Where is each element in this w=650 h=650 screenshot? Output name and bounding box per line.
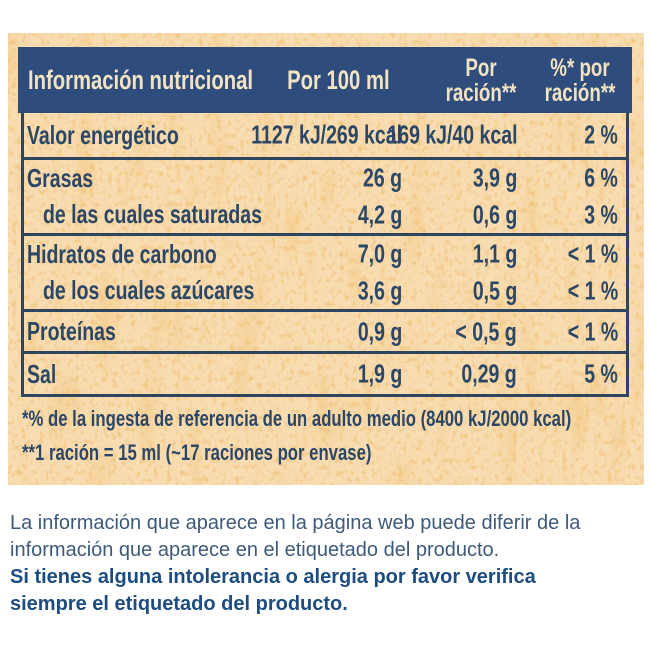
row-value-pct: < 1 % — [567, 316, 618, 346]
allergy-warning-line: siempre el etiquetado del producto. — [10, 593, 348, 615]
group-protein: Proteínas 0,9 g < 0,5 g < 1 % — [24, 312, 626, 354]
column-header-pct-per-racion: %* por ración** — [544, 54, 616, 107]
footnotes: *% de la ingesta de referencia de un adu… — [22, 402, 638, 470]
row-value-racion: 3,9 g — [472, 162, 517, 193]
table-title: Información nutricional — [28, 64, 254, 95]
row-value-racion: < 0,5 g — [455, 316, 517, 346]
table-row-proteinas: Proteínas 0,9 g < 0,5 g < 1 % — [24, 312, 626, 351]
footnote-reference-intake: *% de la ingesta de referencia de un adu… — [22, 406, 572, 431]
footnote-serving-size: **1 ración = 15 ml (~17 raciones por env… — [22, 440, 372, 465]
column-header-per-100ml: Por 100 ml — [287, 64, 390, 95]
row-value-racion: 169 kJ/40 kcal — [386, 119, 517, 150]
row-value-racion: 1,1 g — [472, 238, 517, 269]
row-label: de las cuales saturadas — [43, 199, 262, 230]
row-value-racion: 0,5 g — [472, 275, 517, 306]
row-value-per100: 26 g — [362, 162, 402, 193]
table-row-valor-energetico: Valor energético 1127 kJ/269 kcal 169 kJ… — [24, 113, 626, 157]
row-label: Sal — [27, 358, 57, 389]
group-fats: Grasas 26 g 3,9 g 6 % de las cuales satu… — [24, 160, 626, 236]
row-label: Valor energético — [27, 119, 179, 150]
table-row-saturadas: de las cuales saturadas 4,2 g 0,6 g 3 % — [24, 197, 626, 234]
row-value-pct: 6 % — [584, 162, 618, 193]
table-row-azucares: de los cuales azúcares 3,6 g 0,5 g < 1 % — [24, 273, 626, 310]
nutrition-label-panel: Información nutricional Por 100 ml Por r… — [8, 33, 644, 485]
table-header: Información nutricional Por 100 ml Por r… — [18, 47, 632, 113]
disclaimer-text-line: información que aparece en el etiquetado… — [10, 539, 500, 561]
table-row-grasas: Grasas 26 g 3,9 g 6 % — [24, 160, 626, 197]
web-disclaimer: La información que aparece en la página … — [10, 510, 642, 618]
row-value-pct: 2 % — [584, 119, 618, 150]
row-value-per100: 1,9 g — [357, 358, 402, 389]
row-label: Grasas — [27, 162, 94, 193]
row-value-pct: 3 % — [584, 199, 618, 230]
disclaimer-text-line: La información que aparece en la página … — [10, 512, 581, 534]
row-value-per100: 0,9 g — [357, 316, 402, 346]
row-value-pct: 5 % — [584, 358, 618, 389]
row-label: Hidratos de carbono — [27, 238, 217, 269]
group-carbs: Hidratos de carbono 7,0 g 1,1 g < 1 % de… — [24, 236, 626, 312]
table-row-hidratos: Hidratos de carbono 7,0 g 1,1 g < 1 % — [24, 236, 626, 273]
row-label: de los cuales azúcares — [43, 275, 255, 306]
row-value-per100: 1127 kJ/269 kcal — [251, 119, 402, 150]
row-value-per100: 4,2 g — [357, 199, 402, 230]
column-header-per-racion: Por ración** — [445, 54, 517, 107]
row-value-pct: < 1 % — [567, 275, 618, 306]
row-value-per100: 3,6 g — [357, 275, 402, 306]
group-energy: Valor energético 1127 kJ/269 kcal 169 kJ… — [24, 113, 626, 160]
table-row-sal: Sal 1,9 g 0,29 g 5 % — [24, 354, 626, 394]
row-value-racion: 0,6 g — [472, 199, 517, 230]
row-value-racion: 0,29 g — [461, 358, 517, 389]
group-salt: Sal 1,9 g 0,29 g 5 % — [24, 354, 626, 397]
row-value-per100: 7,0 g — [357, 238, 402, 269]
nutrition-table-body: Valor energético 1127 kJ/269 kcal 169 kJ… — [21, 113, 629, 397]
row-label: Proteínas — [27, 316, 116, 346]
allergy-warning-line: Si tienes alguna intolerancia o alergia … — [10, 566, 536, 588]
row-value-pct: < 1 % — [567, 238, 618, 269]
